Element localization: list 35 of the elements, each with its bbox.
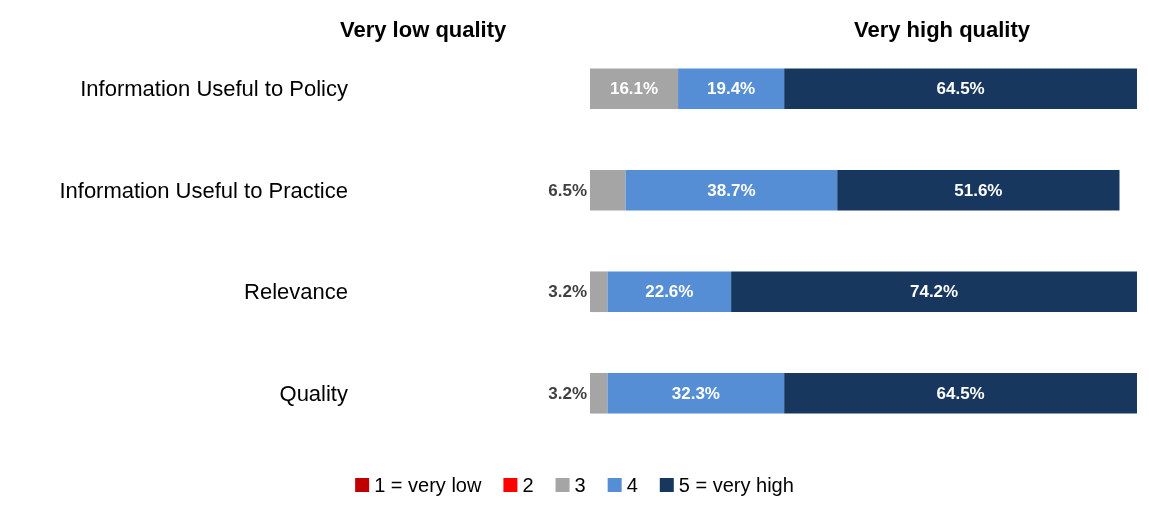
bar <box>784 372 1137 414</box>
bar <box>625 169 838 211</box>
bar <box>784 68 1137 110</box>
data-label: 74.2% <box>909 282 959 302</box>
y-tick-label: Information Useful to Policy <box>80 76 348 102</box>
bar <box>590 169 626 211</box>
y-tick-label: Information Useful to Practice <box>59 177 348 203</box>
legend-label: 5 = very high <box>678 474 794 496</box>
data-label: 3.2% <box>548 282 587 302</box>
data-label: 16.1% <box>609 79 659 99</box>
annotation: Very high quality <box>854 16 1031 42</box>
y-tick-label: Quality <box>279 380 348 406</box>
data-label: 3.2% <box>548 383 587 403</box>
legend-label: 4 <box>626 474 638 496</box>
data-label: 6.5% <box>548 180 587 200</box>
bar <box>590 68 679 110</box>
bar <box>590 271 608 313</box>
data-label: 19.4% <box>707 79 756 99</box>
data-label: 32.3% <box>671 383 720 403</box>
y-tick-label: Relevance <box>244 279 348 305</box>
legend-label: 2 <box>522 474 534 496</box>
bar <box>607 372 785 414</box>
bar <box>837 169 1120 211</box>
bar <box>607 271 732 313</box>
data-label: 22.6% <box>645 282 694 302</box>
text: Very low quality <box>340 16 508 42</box>
bar <box>590 372 608 414</box>
data-label: 51.6% <box>954 180 1003 200</box>
data-label: 38.7% <box>707 180 756 200</box>
bar <box>678 68 785 110</box>
data-label: 64.5% <box>936 383 985 403</box>
data-label: 64.5% <box>936 79 985 99</box>
legend-label: 3 <box>574 474 586 496</box>
bar <box>731 271 1137 313</box>
legend-label: 1 = very low <box>374 474 482 496</box>
